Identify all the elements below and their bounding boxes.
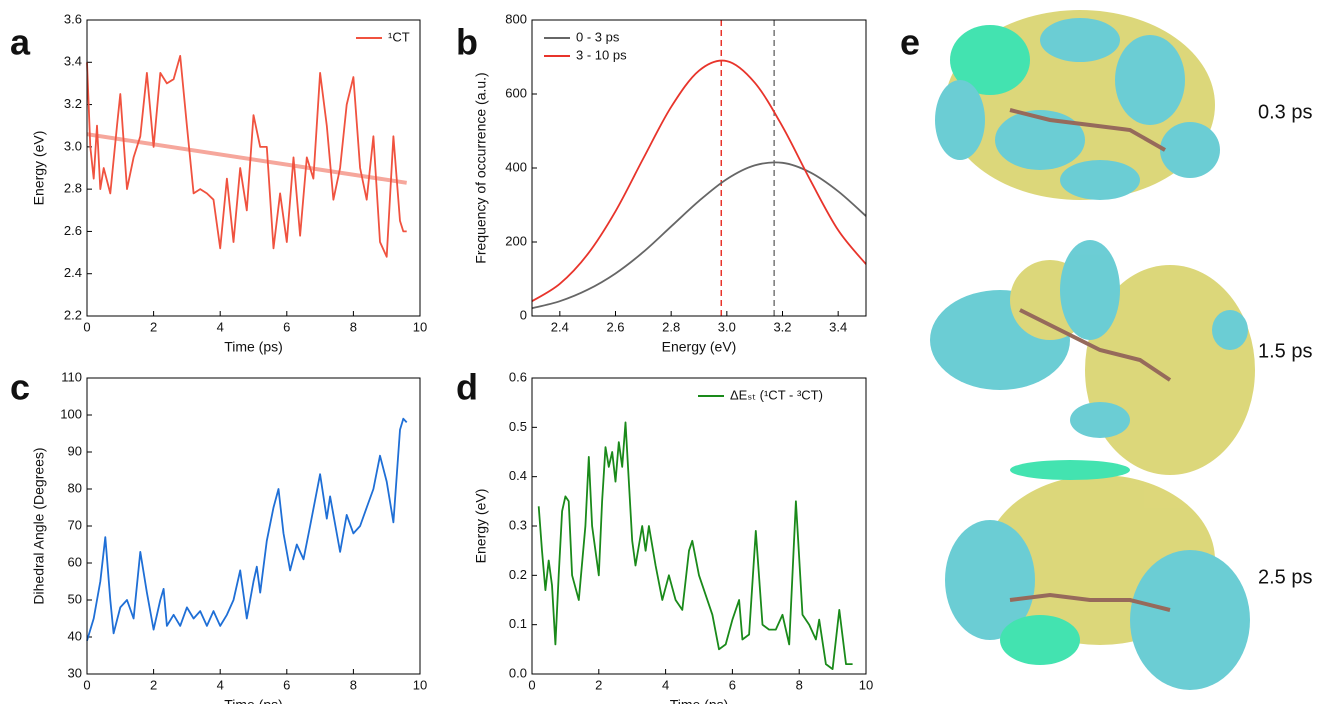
x-tick-label: 2.6 bbox=[606, 319, 624, 334]
y-tick-label: 2.4 bbox=[64, 265, 82, 280]
data-line bbox=[531, 59, 867, 302]
y-tick-label: 30 bbox=[68, 665, 82, 680]
y-tick-label: 0.2 bbox=[509, 567, 527, 582]
x-tick-label: 2 bbox=[150, 319, 157, 334]
y-tick-label: 0.6 bbox=[509, 369, 527, 384]
panel-letter: c bbox=[10, 367, 30, 408]
y-axis-label: Frequency of occurrence (a.u.) bbox=[473, 72, 489, 263]
panel-letter: b bbox=[456, 22, 478, 63]
y-tick-label: 0.4 bbox=[509, 468, 527, 483]
legend-label: 0 - 3 ps bbox=[576, 29, 620, 44]
y-tick-label: 3.2 bbox=[64, 96, 82, 111]
x-tick-label: 6 bbox=[283, 319, 290, 334]
y-tick-label: 2.8 bbox=[64, 181, 82, 196]
y-tick-label: 400 bbox=[505, 159, 527, 174]
y-tick-label: 0.0 bbox=[509, 665, 527, 680]
x-tick-label: 2.4 bbox=[551, 319, 569, 334]
y-tick-label: 800 bbox=[505, 11, 527, 26]
x-axis-label: Energy (eV) bbox=[662, 339, 737, 355]
x-axis-label: Time (ps) bbox=[224, 339, 283, 355]
y-axis-label: Dihedral Angle (Degrees) bbox=[31, 447, 47, 604]
plot-frame bbox=[531, 19, 867, 317]
x-axis-label: Time (ps) bbox=[224, 697, 283, 704]
y-tick-label: 110 bbox=[61, 369, 82, 384]
y-tick-label: 70 bbox=[68, 517, 82, 532]
y-tick-label: 40 bbox=[68, 628, 82, 643]
data-line bbox=[531, 161, 867, 310]
y-tick-label: 100 bbox=[60, 406, 82, 421]
x-tick-label: 0 bbox=[83, 677, 90, 692]
trend-line bbox=[86, 132, 408, 185]
y-tick-label: 0.1 bbox=[509, 616, 527, 631]
y-tick-label: 60 bbox=[68, 554, 82, 569]
x-tick-label: 2 bbox=[595, 677, 602, 692]
x-tick-label: 10 bbox=[413, 677, 427, 692]
isosurface-0 bbox=[935, 10, 1220, 200]
y-axis-label: Energy (eV) bbox=[473, 489, 489, 564]
y-tick-label: 600 bbox=[505, 85, 527, 100]
y-tick-label: 50 bbox=[68, 591, 82, 606]
x-tick-label: 10 bbox=[413, 319, 427, 334]
panel-letter: e bbox=[900, 22, 920, 63]
y-tick-label: 80 bbox=[68, 480, 82, 495]
panel-letter: a bbox=[10, 22, 31, 63]
x-tick-label: 0 bbox=[528, 677, 535, 692]
time-label: 1.5 ps bbox=[1258, 340, 1312, 362]
x-tick-label: 4 bbox=[217, 319, 224, 334]
x-axis-label: Time (ps) bbox=[670, 697, 729, 704]
time-label: 0.3 ps bbox=[1258, 101, 1312, 123]
y-axis-label: Energy (eV) bbox=[31, 131, 47, 206]
x-tick-label: 2 bbox=[150, 677, 157, 692]
isosurface-2 bbox=[945, 460, 1250, 690]
panel-letter: d bbox=[456, 367, 478, 408]
legend-label: ΔEₛₜ (¹CT - ³CT) bbox=[730, 387, 823, 402]
x-tick-label: 0 bbox=[83, 319, 90, 334]
x-tick-label: 4 bbox=[217, 677, 224, 692]
x-tick-label: 8 bbox=[796, 677, 803, 692]
time-label: 2.5 ps bbox=[1258, 566, 1312, 588]
y-tick-label: 0.3 bbox=[509, 517, 527, 532]
y-tick-label: 0.5 bbox=[509, 419, 527, 434]
x-tick-label: 3.0 bbox=[718, 319, 736, 334]
x-tick-label: 8 bbox=[350, 677, 357, 692]
x-tick-label: 4 bbox=[662, 677, 669, 692]
y-tick-label: 2.6 bbox=[64, 223, 82, 238]
y-tick-label: 2.2 bbox=[64, 307, 82, 322]
plot-frame bbox=[531, 377, 867, 675]
x-tick-label: 6 bbox=[283, 677, 290, 692]
x-tick-label: 2.8 bbox=[662, 319, 680, 334]
y-tick-label: 3.0 bbox=[64, 138, 82, 153]
y-tick-label: 0 bbox=[520, 307, 527, 322]
x-tick-label: 3.4 bbox=[829, 319, 847, 334]
plot-frame bbox=[86, 19, 421, 317]
data-line bbox=[86, 55, 407, 258]
panel-e-images bbox=[930, 10, 1255, 690]
legend-label: 3 - 10 ps bbox=[576, 47, 627, 62]
plot-frame bbox=[86, 377, 421, 675]
y-tick-label: 3.6 bbox=[64, 11, 82, 26]
y-tick-label: 3.4 bbox=[64, 54, 82, 69]
y-tick-label: 200 bbox=[505, 233, 527, 248]
x-tick-label: 8 bbox=[350, 319, 357, 334]
isosurface-1 bbox=[930, 240, 1255, 475]
legend-label: ¹CT bbox=[388, 29, 410, 44]
data-line bbox=[86, 417, 408, 641]
data-line bbox=[537, 421, 853, 670]
x-tick-label: 3.2 bbox=[773, 319, 791, 334]
x-tick-label: 6 bbox=[729, 677, 736, 692]
x-tick-label: 10 bbox=[859, 677, 873, 692]
y-tick-label: 90 bbox=[68, 443, 82, 458]
